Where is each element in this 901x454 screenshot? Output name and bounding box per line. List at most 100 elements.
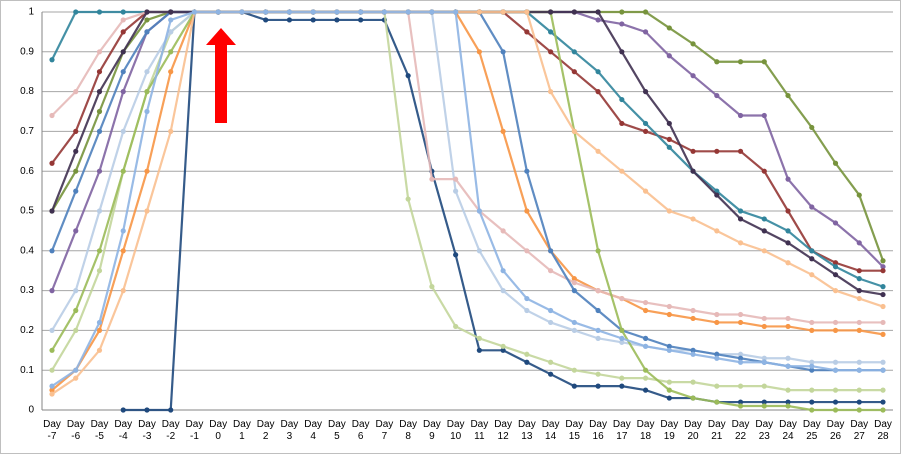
- data-point: [880, 264, 886, 270]
- data-point: [595, 17, 601, 23]
- series-line: [51, 10, 883, 388]
- series-line: [51, 10, 883, 364]
- data-point: [500, 228, 506, 234]
- data-point: [334, 17, 340, 23]
- data-point: [809, 359, 815, 365]
- data-point: [809, 407, 815, 413]
- data-point: [785, 176, 791, 182]
- data-point: [809, 124, 815, 131]
- x-tick-label: Day 10: [446, 419, 465, 442]
- x-tick-label: Day 9: [422, 419, 441, 442]
- data-point: [120, 248, 126, 254]
- data-point: [642, 387, 649, 393]
- data-point: [524, 9, 530, 15]
- data-point: [49, 327, 55, 333]
- data-point: [73, 367, 79, 373]
- data-point: [453, 188, 459, 194]
- x-tick-label: Day 8: [399, 419, 418, 442]
- data-point: [832, 367, 839, 373]
- data-point: [96, 9, 103, 15]
- x-tick-label: Day 3: [280, 419, 299, 442]
- x-tick-label: Day 27: [850, 419, 869, 442]
- data-point: [832, 264, 839, 270]
- data-point: [714, 319, 720, 326]
- y-tick-label: 0.3: [20, 285, 34, 296]
- data-point: [453, 252, 459, 258]
- data-point: [856, 268, 862, 274]
- data-point: [49, 391, 55, 397]
- data-point: [856, 407, 862, 413]
- data-point: [690, 315, 696, 322]
- data-point: [642, 375, 649, 381]
- data-point: [310, 9, 316, 15]
- data-point: [856, 327, 862, 333]
- data-point: [405, 73, 411, 79]
- data-point: [144, 9, 150, 15]
- data-point: [832, 399, 839, 405]
- series-line: [51, 10, 884, 395]
- data-point: [500, 268, 506, 274]
- y-tick-label: 0.5: [20, 206, 34, 217]
- data-point: [856, 288, 862, 294]
- data-point: [714, 228, 720, 234]
- x-tick-label: Day -2: [161, 419, 180, 442]
- data-point: [144, 69, 150, 75]
- grid: 0 0.1 0.2 0.3 0.4 0.5 0.6 0.7 0.8 0.9 1: [20, 7, 893, 416]
- x-tick-label: Day 21: [707, 419, 726, 442]
- data-point: [73, 327, 79, 333]
- data-point: [120, 228, 126, 234]
- data-point: [856, 192, 862, 198]
- data-point: [666, 120, 672, 127]
- data-point: [595, 148, 601, 154]
- data-point: [761, 403, 767, 409]
- data-point: [856, 367, 862, 373]
- lines: [49, 9, 886, 413]
- data-point: [476, 347, 482, 353]
- data-point: [524, 359, 530, 365]
- y-tick-label: 1: [28, 7, 34, 18]
- data-point: [571, 280, 577, 286]
- data-point: [666, 53, 672, 59]
- data-point: [737, 208, 744, 214]
- data-point: [714, 148, 720, 154]
- data-point: [619, 335, 625, 341]
- data-point: [168, 29, 174, 35]
- data-point: [642, 29, 649, 35]
- data-point: [120, 17, 126, 23]
- data-point: [571, 288, 577, 294]
- data-point: [785, 387, 791, 393]
- x-tick-label: Day 4: [304, 419, 323, 442]
- data-point: [690, 73, 696, 79]
- data-point: [809, 319, 815, 326]
- x-tick-label: Day 0: [209, 419, 228, 442]
- data-point: [429, 176, 435, 182]
- data-point: [96, 69, 103, 75]
- data-point: [595, 307, 601, 314]
- data-point: [500, 128, 506, 134]
- data-point: [144, 108, 150, 115]
- data-point: [832, 288, 839, 294]
- data-point: [880, 303, 886, 310]
- data-point: [548, 49, 554, 55]
- data-point: [619, 383, 625, 389]
- data-point: [737, 383, 744, 389]
- data-point: [619, 9, 625, 15]
- data-point: [761, 216, 767, 222]
- data-point: [571, 367, 577, 373]
- data-point: [666, 25, 672, 31]
- y-tick-label: 0.7: [20, 126, 34, 137]
- data-point: [619, 49, 625, 55]
- data-point: [809, 248, 815, 254]
- data-point: [49, 367, 55, 373]
- data-point: [761, 228, 767, 234]
- data-point: [524, 307, 530, 314]
- data-point: [785, 399, 791, 405]
- data-point: [832, 220, 839, 226]
- data-point: [761, 399, 767, 405]
- data-point: [524, 29, 530, 35]
- x-tick-label: Day -6: [66, 419, 85, 442]
- x-tick-label: Day 14: [541, 419, 560, 442]
- x-tick-label: Day 15: [565, 419, 584, 442]
- data-point: [785, 363, 791, 369]
- data-point: [595, 327, 601, 333]
